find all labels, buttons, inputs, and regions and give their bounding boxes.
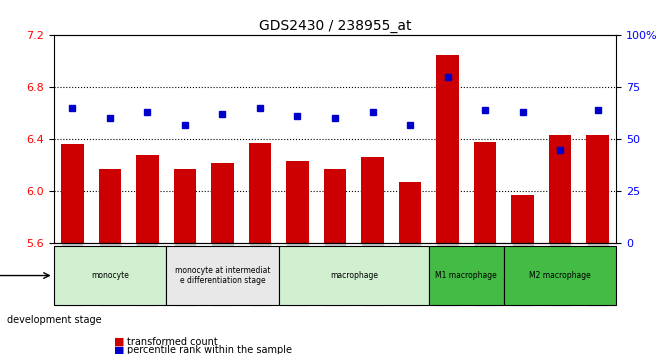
Bar — [211, 162, 234, 243]
FancyBboxPatch shape — [429, 246, 504, 305]
FancyBboxPatch shape — [504, 246, 616, 305]
Bar — [511, 195, 534, 243]
Bar — [361, 158, 384, 243]
Bar — [549, 135, 572, 243]
FancyBboxPatch shape — [54, 246, 166, 305]
Bar — [98, 169, 121, 243]
Bar — [436, 55, 459, 243]
Text: ■: ■ — [114, 346, 125, 354]
Text: monocyte: monocyte — [91, 271, 129, 280]
FancyBboxPatch shape — [279, 246, 429, 305]
Text: M2 macrophage: M2 macrophage — [529, 271, 591, 280]
Bar — [324, 169, 346, 243]
Bar — [474, 142, 496, 243]
Text: development stage: development stage — [7, 315, 105, 325]
Bar — [286, 161, 309, 243]
Title: GDS2430 / 238955_at: GDS2430 / 238955_at — [259, 19, 411, 33]
Text: percentile rank within the sample: percentile rank within the sample — [127, 346, 292, 354]
Text: macrophage: macrophage — [330, 271, 378, 280]
Text: transformed count: transformed count — [127, 337, 218, 347]
Bar — [174, 169, 196, 243]
Text: M1 macrophage: M1 macrophage — [436, 271, 497, 280]
Bar — [61, 144, 84, 243]
Bar — [586, 135, 609, 243]
Bar — [399, 182, 421, 243]
Text: monocyte at intermediat
e differentiation stage: monocyte at intermediat e differentiatio… — [175, 266, 270, 285]
FancyBboxPatch shape — [166, 246, 279, 305]
Bar — [136, 155, 159, 243]
Text: ■: ■ — [114, 337, 125, 347]
Bar — [249, 143, 271, 243]
